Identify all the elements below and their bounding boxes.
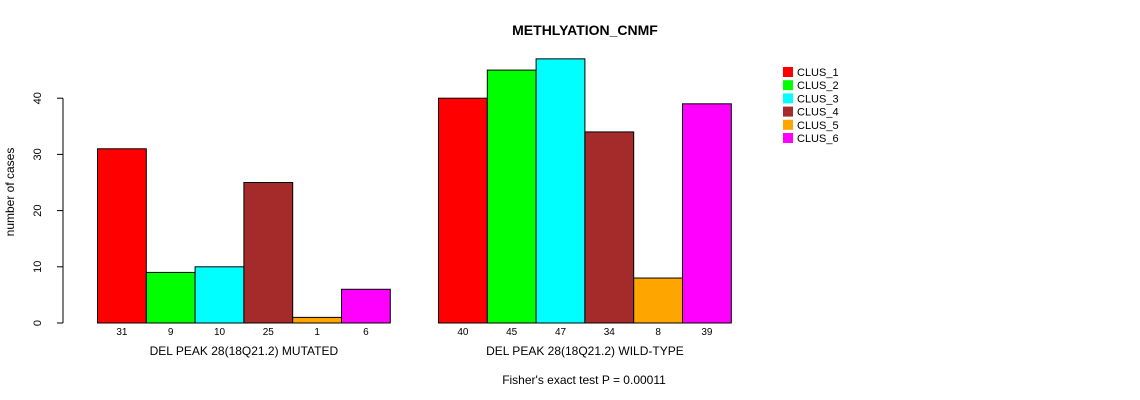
legend-label: CLUS_2 [797,80,839,92]
bar-value-label: 39 [701,327,713,338]
group-labels: DEL PEAK 28(18Q21.2) MUTATED DEL PEAK 28(… [150,344,684,358]
legend-label: CLUS_3 [797,93,839,105]
bar [535,58,586,324]
legend-label: CLUS_4 [797,107,839,119]
bar [243,182,294,324]
y-tick-label: 20 [32,204,44,216]
bar-value-label: 34 [604,327,616,338]
bar-value-label: 6 [363,327,369,338]
bar [97,148,147,324]
bar-value-label: 8 [655,327,661,338]
legend-swatch [783,119,793,130]
legend-swatch [783,93,793,104]
legend-swatch [783,67,793,77]
bar [633,277,684,324]
bar [584,131,635,324]
bar-value-label: 1 [314,327,320,338]
legend-label: CLUS_6 [797,133,839,145]
legend-swatch [783,106,793,117]
bar [486,69,537,324]
bar-value-label: 10 [214,327,226,338]
group-label: DEL PEAK 28(18Q21.2) MUTATED [150,344,339,358]
bar [194,266,245,324]
legend-swatch [783,80,793,91]
bar-value-label: 40 [457,327,469,338]
legend-swatch [783,133,793,143]
bar-labels: 31 9 10 25 1 6 40 45 47 34 8 39 [116,327,713,338]
group-label: DEL PEAK 28(18Q21.2) WILD-TYPE [486,344,684,358]
y-axis-label: number of cases [3,148,17,237]
bar [682,103,732,324]
y-axis: 0 10 20 30 40 [32,92,64,326]
chart-title: METHLYATION_CNMF [512,22,658,38]
bar [292,316,343,324]
y-tick-label: 10 [32,261,44,273]
bar-value-label: 31 [116,327,128,338]
footnote: Fisher's exact test P = 0.00011 [502,373,666,387]
bar [341,288,391,324]
bar [145,271,196,324]
y-tick-label: 30 [32,148,44,160]
bar-value-label: 9 [168,327,174,338]
bar [438,97,488,324]
bar-value-label: 47 [555,327,567,338]
legend-label: CLUS_1 [797,67,839,79]
bar-value-label: 45 [506,327,518,338]
y-tick-label: 40 [32,92,44,104]
bars [97,58,732,324]
y-tick-label: 0 [32,320,44,326]
legend-label: CLUS_5 [797,120,839,132]
bar-value-label: 25 [263,327,275,338]
